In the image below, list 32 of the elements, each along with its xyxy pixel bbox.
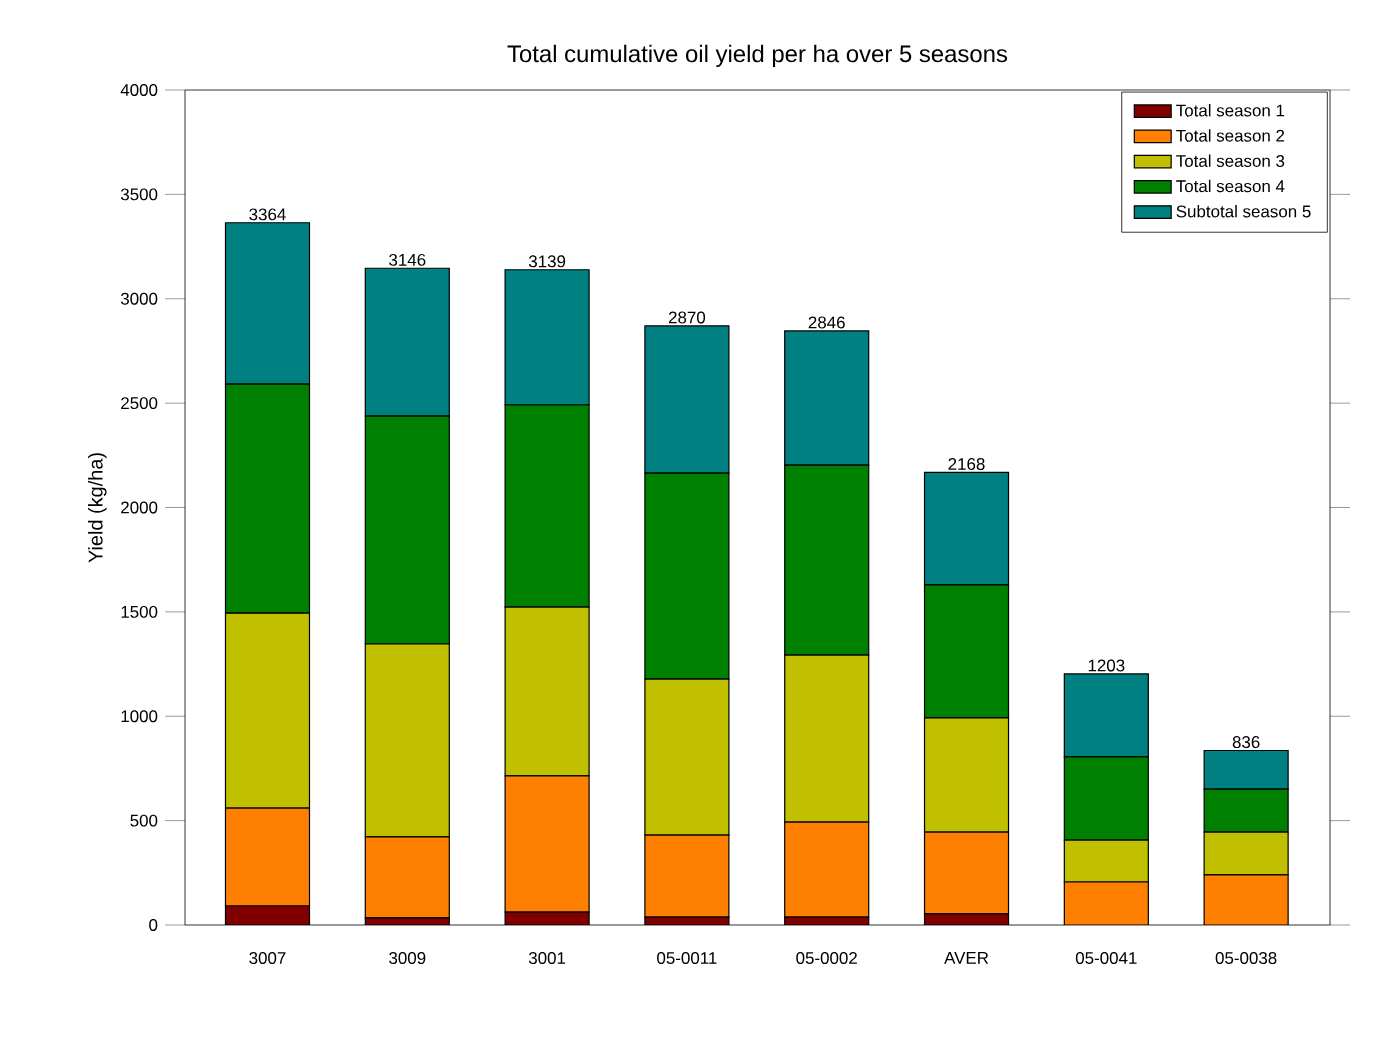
chart-title: Total cumulative oil yield per ha over 5 seasons: [507, 44, 1008, 68]
x-tick-label: 05-0011: [657, 952, 717, 965]
x-tick-label: 3009: [389, 952, 426, 965]
y-tick-label: 500: [130, 814, 158, 827]
x-tick-label: 05-0002: [796, 952, 857, 965]
legend-label: Total season 1: [1176, 104, 1285, 117]
x-tick-label: 3001: [528, 952, 566, 965]
legend-label: Subtotal season 5: [1176, 204, 1311, 218]
x-tick-label: AVER: [944, 952, 989, 964]
y-tick-label: 0: [149, 919, 158, 931]
y-tick-label: 3500: [120, 188, 158, 201]
total-label: 1203: [1088, 659, 1125, 672]
x-tick-label: 3007: [249, 952, 286, 965]
y-tick-label: 2500: [121, 397, 158, 410]
y-tick-label: 2000: [121, 501, 158, 514]
total-label: 3139: [528, 255, 566, 268]
legend-label: Total season 3: [1176, 154, 1285, 167]
total-label: 3146: [389, 253, 426, 266]
legend-label: Total season 2: [1176, 129, 1285, 142]
y-tick-label: 3000: [120, 292, 158, 305]
total-label: 836: [1232, 736, 1260, 749]
y-axis-title: Yield (kg/ha): [88, 453, 107, 563]
total-label: 2846: [808, 316, 845, 329]
total-label: 3364: [249, 208, 286, 221]
legend-label: Total season 4: [1176, 179, 1285, 193]
y-tick-label: 1000: [121, 710, 158, 723]
total-label: 2168: [948, 458, 985, 471]
y-tick-label: 4000: [120, 84, 158, 96]
y-tick-label: 1500: [121, 605, 158, 618]
x-tick-label: 05-0041: [1075, 952, 1137, 965]
x-tick-label: 05-0038: [1215, 952, 1277, 965]
total-label: 2870: [668, 311, 706, 324]
